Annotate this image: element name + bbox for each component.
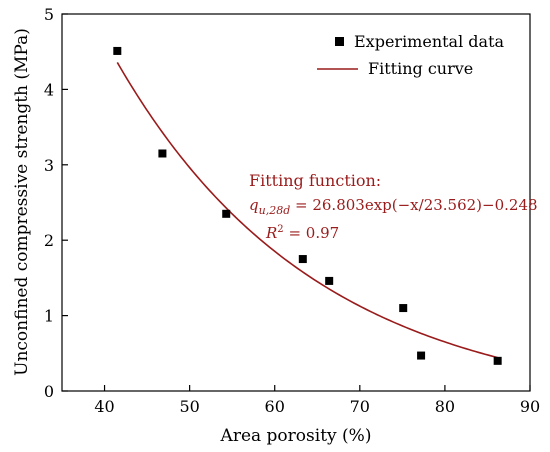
fit-equation-q: q <box>249 196 259 214</box>
fit-r-squared-value: = 0.97 <box>284 224 340 242</box>
x-tick-label: 50 <box>179 397 199 416</box>
y-axis-label: Unconfined compressive strength (MPa) <box>12 28 32 376</box>
data-point <box>325 276 334 285</box>
plot-frame <box>61 13 531 392</box>
x-tick-label: 80 <box>435 397 455 416</box>
fit-annotation: Fitting function: qu,28d = 26.803exp(−x/… <box>249 171 538 242</box>
fit-r-squared-r: R <box>265 224 277 242</box>
data-point <box>158 149 167 158</box>
fit-r-squared-sup: 2 <box>277 224 283 235</box>
y-tick-label: 3 <box>44 156 54 175</box>
fit-r-squared: R2 = 0.97 <box>265 224 339 242</box>
fit-equation-body: = 26.803exp(−x/23.562)−0.248 <box>290 196 537 214</box>
legend: Experimental data Fitting curve <box>317 32 505 78</box>
fit-annotation-title: Fitting function: <box>249 171 381 190</box>
data-point <box>493 356 502 365</box>
data-point <box>399 304 408 313</box>
y-tick-label: 0 <box>44 382 54 401</box>
data-point <box>113 46 122 55</box>
x-tick-label: 60 <box>265 397 285 416</box>
fit-equation-q-sub: u,28d <box>259 204 291 217</box>
plot-marks <box>113 46 502 365</box>
y-tick-label: 4 <box>44 80 54 99</box>
x-tick-label: 90 <box>520 397 540 416</box>
data-point <box>417 351 426 360</box>
y-tick-label: 5 <box>44 5 54 24</box>
legend-label-fitting: Fitting curve <box>368 59 473 78</box>
fitting-curve <box>116 62 498 359</box>
data-point <box>222 209 231 218</box>
legend-marker-experimental <box>335 37 344 46</box>
legend-label-experimental: Experimental data <box>354 32 505 51</box>
y-tick-label: 1 <box>44 307 54 326</box>
x-axis-label: Area porosity (%) <box>220 426 372 446</box>
x-tick-label: 70 <box>350 397 370 416</box>
x-tick-label: 40 <box>94 397 114 416</box>
y-tick-label: 2 <box>44 231 54 250</box>
fit-equation: qu,28d = 26.803exp(−x/23.562)−0.248 <box>249 196 538 217</box>
data-point <box>298 255 307 264</box>
